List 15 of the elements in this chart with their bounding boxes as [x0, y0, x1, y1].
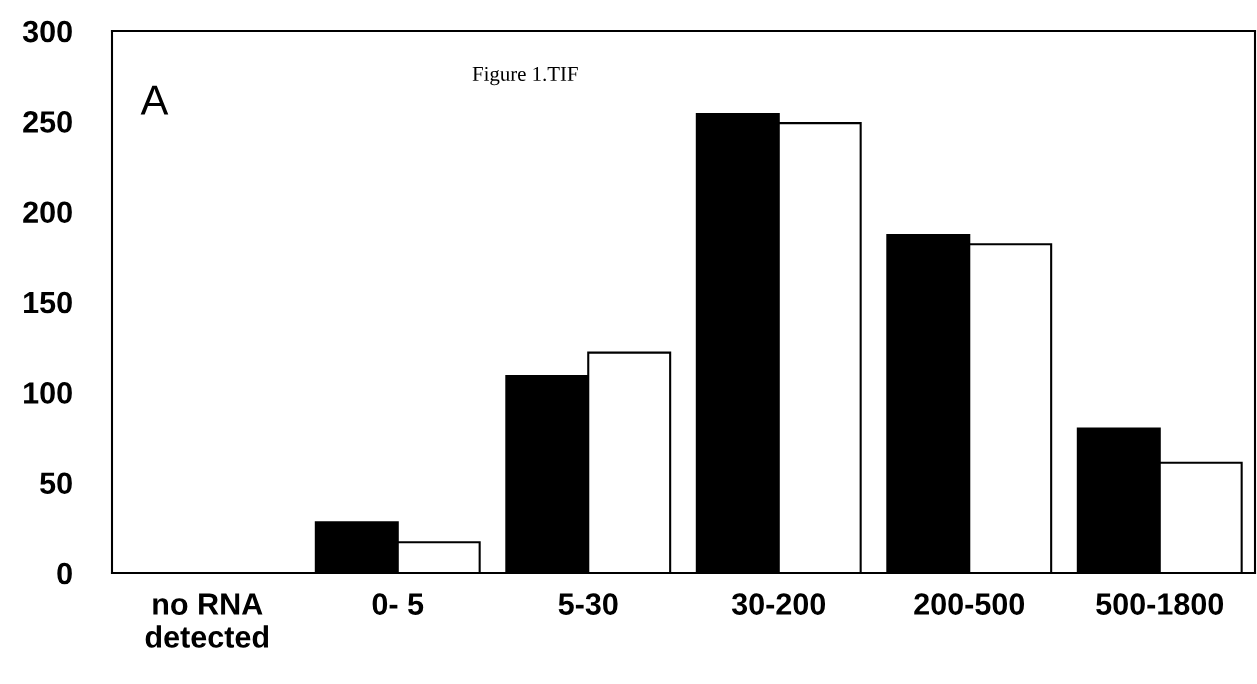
- x-tick-label: 0- 5: [372, 593, 424, 615]
- x-tick-label: no RNA detected: [145, 593, 269, 648]
- y-tick-label: 100: [24, 382, 72, 404]
- y-tick-label: 200: [23, 201, 72, 224]
- x-tick-label: 200-500: [914, 593, 1025, 615]
- x-tick-label: 30-200: [731, 593, 826, 615]
- x-tick-label: 500-1800: [1096, 593, 1224, 615]
- x-tick-label: 5-30: [558, 593, 618, 615]
- y-tick-label: 0: [57, 562, 72, 585]
- annotation: A: [140, 85, 169, 115]
- annotation: Figure 1.TIF: [472, 66, 578, 86]
- y-tick-label: 50: [40, 472, 72, 495]
- y-tick-label: 150: [24, 291, 72, 314]
- y-tick-label: 250: [23, 111, 72, 133]
- y-tick-label: 300: [22, 20, 72, 43]
